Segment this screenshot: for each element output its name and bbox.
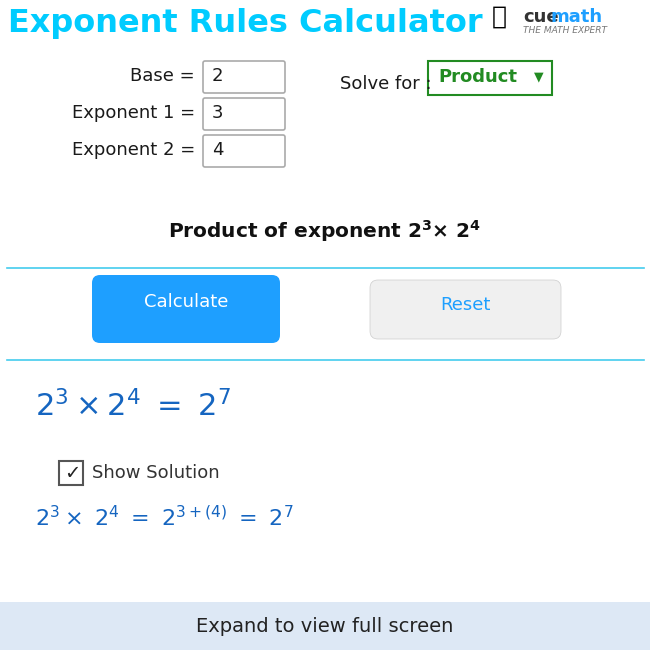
Text: Calculate: Calculate xyxy=(144,293,228,311)
Text: 🚀: 🚀 xyxy=(492,5,507,29)
FancyBboxPatch shape xyxy=(203,61,285,93)
Text: 2: 2 xyxy=(212,67,224,85)
Text: THE MATH EXPERT: THE MATH EXPERT xyxy=(523,26,607,35)
FancyBboxPatch shape xyxy=(203,98,285,130)
FancyBboxPatch shape xyxy=(59,461,83,485)
Text: Show Solution: Show Solution xyxy=(92,464,220,482)
Text: $2^3 \times\ 2^4\ =\ 2^{3+(4)}\ =\ 2^7$: $2^3 \times\ 2^4\ =\ 2^{3+(4)}\ =\ 2^7$ xyxy=(35,505,294,530)
Text: Base =: Base = xyxy=(131,67,195,85)
Text: Product: Product xyxy=(438,68,517,86)
FancyBboxPatch shape xyxy=(370,280,561,339)
Text: Exponent 2 =: Exponent 2 = xyxy=(72,141,195,159)
FancyBboxPatch shape xyxy=(428,61,552,95)
Text: Solve for :: Solve for : xyxy=(340,75,432,93)
FancyBboxPatch shape xyxy=(0,602,650,650)
Text: Exponent Rules Calculator: Exponent Rules Calculator xyxy=(8,8,482,39)
Text: Product of exponent $\mathbf{2^3}$$\mathbf{\times}$ $\mathbf{2^4}$: Product of exponent $\mathbf{2^3}$$\math… xyxy=(168,218,482,244)
Text: ▼: ▼ xyxy=(534,70,543,83)
Text: cue: cue xyxy=(523,8,558,26)
Text: 3: 3 xyxy=(212,104,224,122)
Text: $2^3 \times 2^4\ =\ 2^7$: $2^3 \times 2^4\ =\ 2^7$ xyxy=(35,390,231,422)
Text: Exponent 1 =: Exponent 1 = xyxy=(72,104,195,122)
Text: ✓: ✓ xyxy=(64,464,81,483)
FancyBboxPatch shape xyxy=(92,275,280,343)
Text: 4: 4 xyxy=(212,141,224,159)
Text: math: math xyxy=(551,8,603,26)
Text: Expand to view full screen: Expand to view full screen xyxy=(196,616,454,636)
FancyBboxPatch shape xyxy=(203,135,285,167)
Text: Reset: Reset xyxy=(440,296,491,314)
